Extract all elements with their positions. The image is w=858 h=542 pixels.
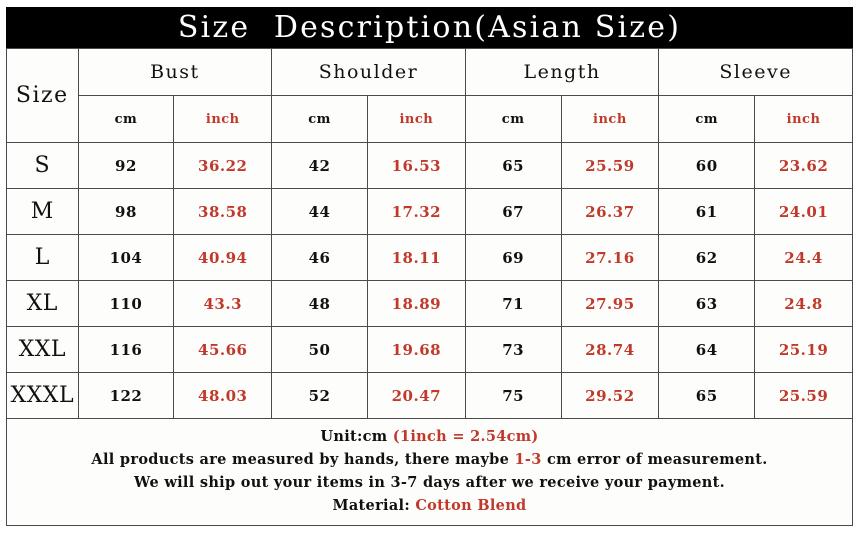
table-row: XXL 116 45.66 50 19.68 73 28.74 64 25.19 bbox=[6, 326, 853, 373]
cell-bust-inch: 36.22 bbox=[173, 142, 273, 189]
header-group-bust: Bust bbox=[77, 48, 273, 96]
notes-row: Unit:cm (1inch = 2.54cm) All products ar… bbox=[6, 418, 853, 526]
cell-sleeve-inch: 23.62 bbox=[754, 142, 853, 189]
cell-shoulder-inch: 18.11 bbox=[366, 234, 466, 281]
cell-bust-cm: 98 bbox=[77, 188, 175, 235]
note-material-value: Cotton Blend bbox=[415, 496, 527, 514]
cell-sleeve-cm: 65 bbox=[658, 372, 756, 419]
row-size-label: M bbox=[6, 188, 79, 235]
cell-length-inch: 28.74 bbox=[560, 326, 660, 373]
row-size-label: XXXL bbox=[6, 372, 79, 419]
header-shoulder-cm: cm bbox=[271, 95, 368, 143]
note-measure-prefix: All products are measured by hands, ther… bbox=[91, 451, 515, 469]
cell-bust-inch: 43.3 bbox=[173, 280, 273, 327]
notes-cell: Unit:cm (1inch = 2.54cm) All products ar… bbox=[6, 418, 853, 526]
cell-sleeve-cm: 63 bbox=[658, 280, 756, 327]
header-size: Size bbox=[6, 48, 79, 143]
table-row: XXXL 122 48.03 52 20.47 75 29.52 65 25.5… bbox=[6, 372, 853, 419]
cell-shoulder-cm: 42 bbox=[271, 142, 368, 189]
cell-length-inch: 29.52 bbox=[560, 372, 660, 419]
size-description-table: Size Bust Shoulder Length Sleeve cm inch… bbox=[6, 48, 853, 526]
cell-bust-cm: 92 bbox=[77, 142, 175, 189]
cell-bust-inch: 48.03 bbox=[173, 372, 273, 419]
note-material-label: Material: bbox=[332, 496, 416, 514]
table-row: L 104 40.94 46 18.11 69 27.16 62 24.4 bbox=[6, 234, 853, 281]
row-size-label: S bbox=[6, 142, 79, 189]
header-group-length: Length bbox=[464, 48, 660, 96]
header-bust-inch: inch bbox=[173, 95, 273, 143]
header-shoulder-inch: inch bbox=[366, 95, 466, 143]
cell-sleeve-inch: 25.59 bbox=[754, 372, 853, 419]
header-length-inch: inch bbox=[560, 95, 660, 143]
cell-shoulder-inch: 19.68 bbox=[366, 326, 466, 373]
cell-bust-inch: 45.66 bbox=[173, 326, 273, 373]
cell-sleeve-inch: 24.8 bbox=[754, 280, 853, 327]
page-title: Size Description(Asian Size) bbox=[177, 9, 682, 45]
cell-length-cm: 71 bbox=[464, 280, 562, 327]
row-size-label: L bbox=[6, 234, 79, 281]
cell-sleeve-cm: 60 bbox=[658, 142, 756, 189]
cell-bust-cm: 104 bbox=[77, 234, 175, 281]
cell-shoulder-cm: 52 bbox=[271, 372, 368, 419]
row-size-label: XL bbox=[6, 280, 79, 327]
table-row: XL 110 43.3 48 18.89 71 27.95 63 24.8 bbox=[6, 280, 853, 327]
chart-title-banner: Size Description(Asian Size) bbox=[6, 7, 853, 48]
cell-length-inch: 27.95 bbox=[560, 280, 660, 327]
table-header-unit-row: cm inch cm inch cm inch cm inch bbox=[7, 95, 853, 143]
header-bust-cm: cm bbox=[77, 95, 175, 143]
cell-sleeve-inch: 25.19 bbox=[754, 326, 853, 373]
cell-length-inch: 25.59 bbox=[560, 142, 660, 189]
note-unit-line: Unit:cm (1inch = 2.54cm) bbox=[7, 426, 852, 449]
cell-sleeve-cm: 61 bbox=[658, 188, 756, 235]
cell-shoulder-cm: 46 bbox=[271, 234, 368, 281]
cell-length-cm: 73 bbox=[464, 326, 562, 373]
table-row: S 92 36.22 42 16.53 65 25.59 60 23.62 bbox=[6, 142, 853, 189]
note-measure-suffix: cm error of measurement. bbox=[541, 451, 768, 469]
cell-bust-inch: 38.58 bbox=[173, 188, 273, 235]
cell-bust-inch: 40.94 bbox=[173, 234, 273, 281]
cell-sleeve-inch: 24.4 bbox=[754, 234, 853, 281]
cell-shoulder-inch: 17.32 bbox=[366, 188, 466, 235]
header-length-cm: cm bbox=[464, 95, 562, 143]
note-shipping-line: We will ship out your items in 3-7 days … bbox=[134, 474, 725, 491]
cell-shoulder-inch: 18.89 bbox=[366, 280, 466, 327]
header-sleeve-cm: cm bbox=[658, 95, 756, 143]
cell-bust-cm: 122 bbox=[77, 372, 175, 419]
cell-length-cm: 65 bbox=[464, 142, 562, 189]
cell-sleeve-cm: 62 bbox=[658, 234, 756, 281]
cell-shoulder-cm: 48 bbox=[271, 280, 368, 327]
table-row: M 98 38.58 44 17.32 67 26.37 61 24.01 bbox=[6, 188, 853, 235]
cell-length-cm: 67 bbox=[464, 188, 562, 235]
table-header-group-row: Size Bust Shoulder Length Sleeve bbox=[6, 48, 853, 143]
cell-length-cm: 75 bbox=[464, 372, 562, 419]
cell-shoulder-cm: 50 bbox=[271, 326, 368, 373]
note-unit-label: Unit:cm bbox=[320, 428, 393, 446]
cell-length-cm: 69 bbox=[464, 234, 562, 281]
cell-length-inch: 27.16 bbox=[560, 234, 660, 281]
cell-shoulder-inch: 20.47 bbox=[366, 372, 466, 419]
cell-bust-cm: 110 bbox=[77, 280, 175, 327]
row-size-label: XXL bbox=[6, 326, 79, 373]
cell-length-inch: 26.37 bbox=[560, 188, 660, 235]
note-measure-line: All products are measured by hands, ther… bbox=[7, 449, 852, 472]
header-group-shoulder: Shoulder bbox=[271, 48, 466, 96]
note-unit-conversion: (1inch = 2.54cm) bbox=[392, 428, 539, 446]
header-sleeve-inch: inch bbox=[754, 95, 853, 143]
cell-shoulder-inch: 16.53 bbox=[366, 142, 466, 189]
cell-sleeve-inch: 24.01 bbox=[754, 188, 853, 235]
note-error-range: 1-3 bbox=[514, 451, 542, 469]
cell-shoulder-cm: 44 bbox=[271, 188, 368, 235]
header-group-sleeve: Sleeve bbox=[658, 48, 853, 96]
note-material-line: Material: Cotton Blend bbox=[7, 495, 852, 518]
cell-sleeve-cm: 64 bbox=[658, 326, 756, 373]
cell-bust-cm: 116 bbox=[77, 326, 175, 373]
